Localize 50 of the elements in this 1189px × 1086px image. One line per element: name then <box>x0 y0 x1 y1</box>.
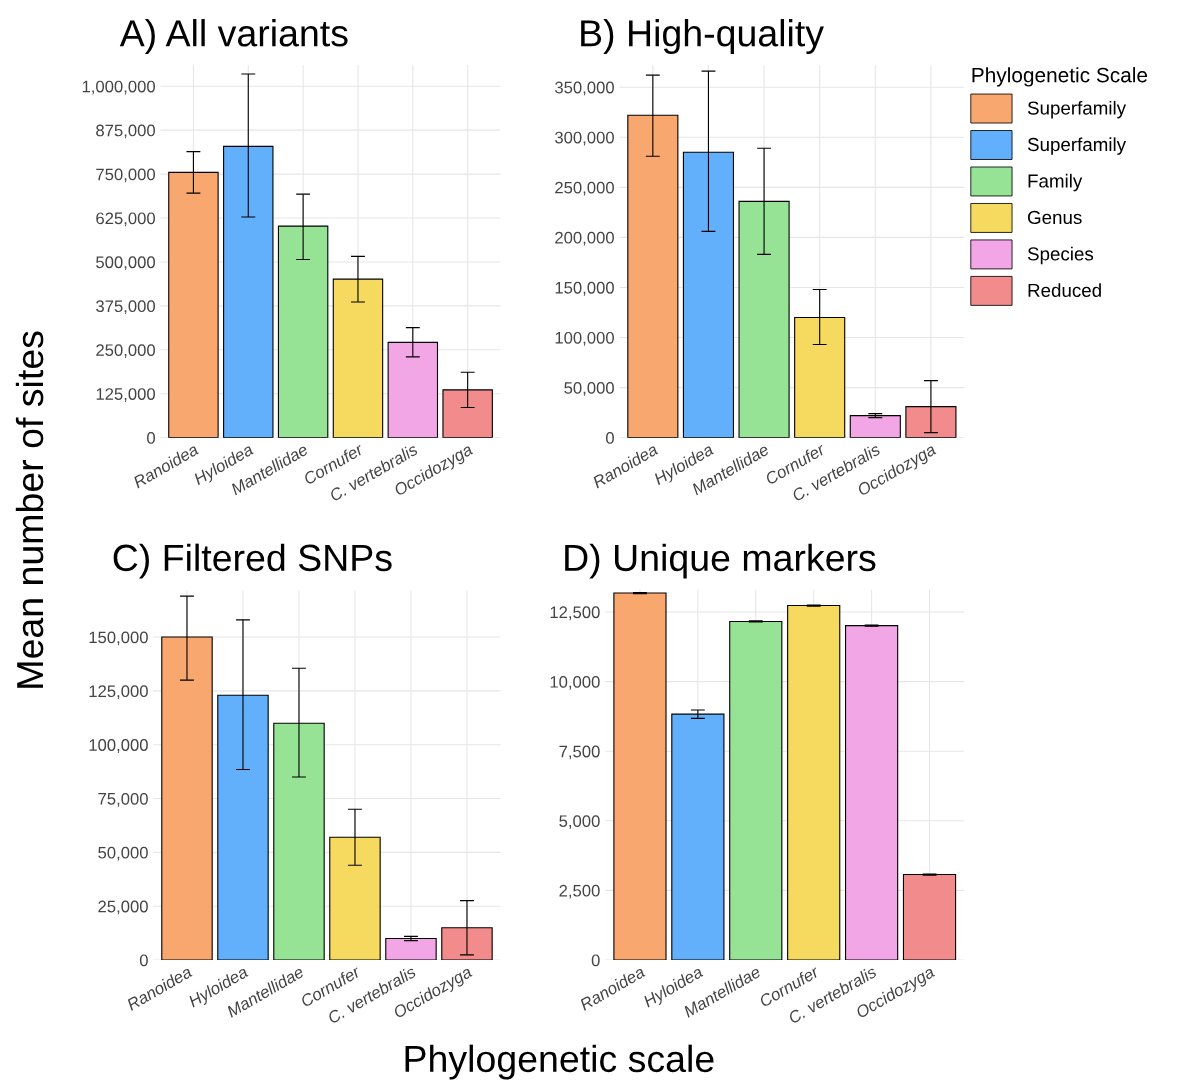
bar <box>902 873 957 961</box>
y-tick-label: 7,500 <box>559 745 600 760</box>
y-tick-label: 1,000,000 <box>82 80 156 95</box>
y-tick-label: 50,000 <box>98 846 148 861</box>
y-tick-label: 0 <box>591 954 600 967</box>
y-tick-label: 200,000 <box>555 231 614 246</box>
legend-label: Superfamily <box>1027 100 1127 119</box>
y-tick-label: 375,000 <box>96 300 156 315</box>
y-tick-label: 2,500 <box>559 884 600 899</box>
y-tick-label: 875,000 <box>96 124 156 139</box>
y-tick-label: 625,000 <box>96 212 156 227</box>
legend-label: Superfamily <box>1027 137 1127 155</box>
y-tick-label: 100,000 <box>89 739 148 753</box>
y-tick-label: 100,000 <box>555 331 614 346</box>
y-tick-label: 150,000 <box>555 281 614 296</box>
bar <box>613 592 667 961</box>
legend-label: Reduced <box>1028 283 1101 298</box>
bar <box>844 625 899 961</box>
y-tick-label: 125,000 <box>89 685 148 700</box>
legend-label: Family <box>1028 173 1083 192</box>
chart-title: D) Unique markers <box>565 543 876 579</box>
y-tick-label: 750,000 <box>96 168 156 183</box>
y-tick-label: 300,000 <box>555 131 614 146</box>
y-tick-label: 500,000 <box>96 256 156 271</box>
y-tick-label: 75,000 <box>98 792 148 807</box>
y-tick-label: 350,000 <box>555 81 614 96</box>
y-tick-label: 0 <box>605 432 614 444</box>
legend-label: Genus <box>1028 210 1082 225</box>
chart-title: B) High-quality <box>581 19 824 54</box>
y-tick-label: 250,000 <box>96 344 156 358</box>
bar <box>729 620 783 961</box>
y-tick-label: 150,000 <box>89 631 148 646</box>
y-tick-label: 5,000 <box>559 815 600 829</box>
bar <box>385 937 437 961</box>
y-tick-label: 25,000 <box>98 900 148 915</box>
y-tick-label: 10,000 <box>550 675 600 690</box>
y-tick-label: 250,000 <box>555 181 614 196</box>
chart-title: C) Filtered SNPs <box>113 543 392 579</box>
x-axis-title: Phylogenetic scale <box>405 1044 714 1080</box>
y-tick-label: 50,000 <box>564 381 614 396</box>
y-tick-label: 0 <box>147 432 155 444</box>
bar <box>787 605 841 961</box>
chart-title: A) All variants <box>119 19 348 54</box>
y-tick-label: 125,000 <box>96 388 156 402</box>
legend-title: Phylogenetic Scale <box>972 67 1148 87</box>
bar <box>671 713 725 961</box>
legend-label: Species <box>1027 246 1094 265</box>
y-tick-label: 12,500 <box>550 606 600 621</box>
y-axis-title: Mean number of sites <box>15 331 44 688</box>
y-tick-label: 0 <box>139 954 148 967</box>
